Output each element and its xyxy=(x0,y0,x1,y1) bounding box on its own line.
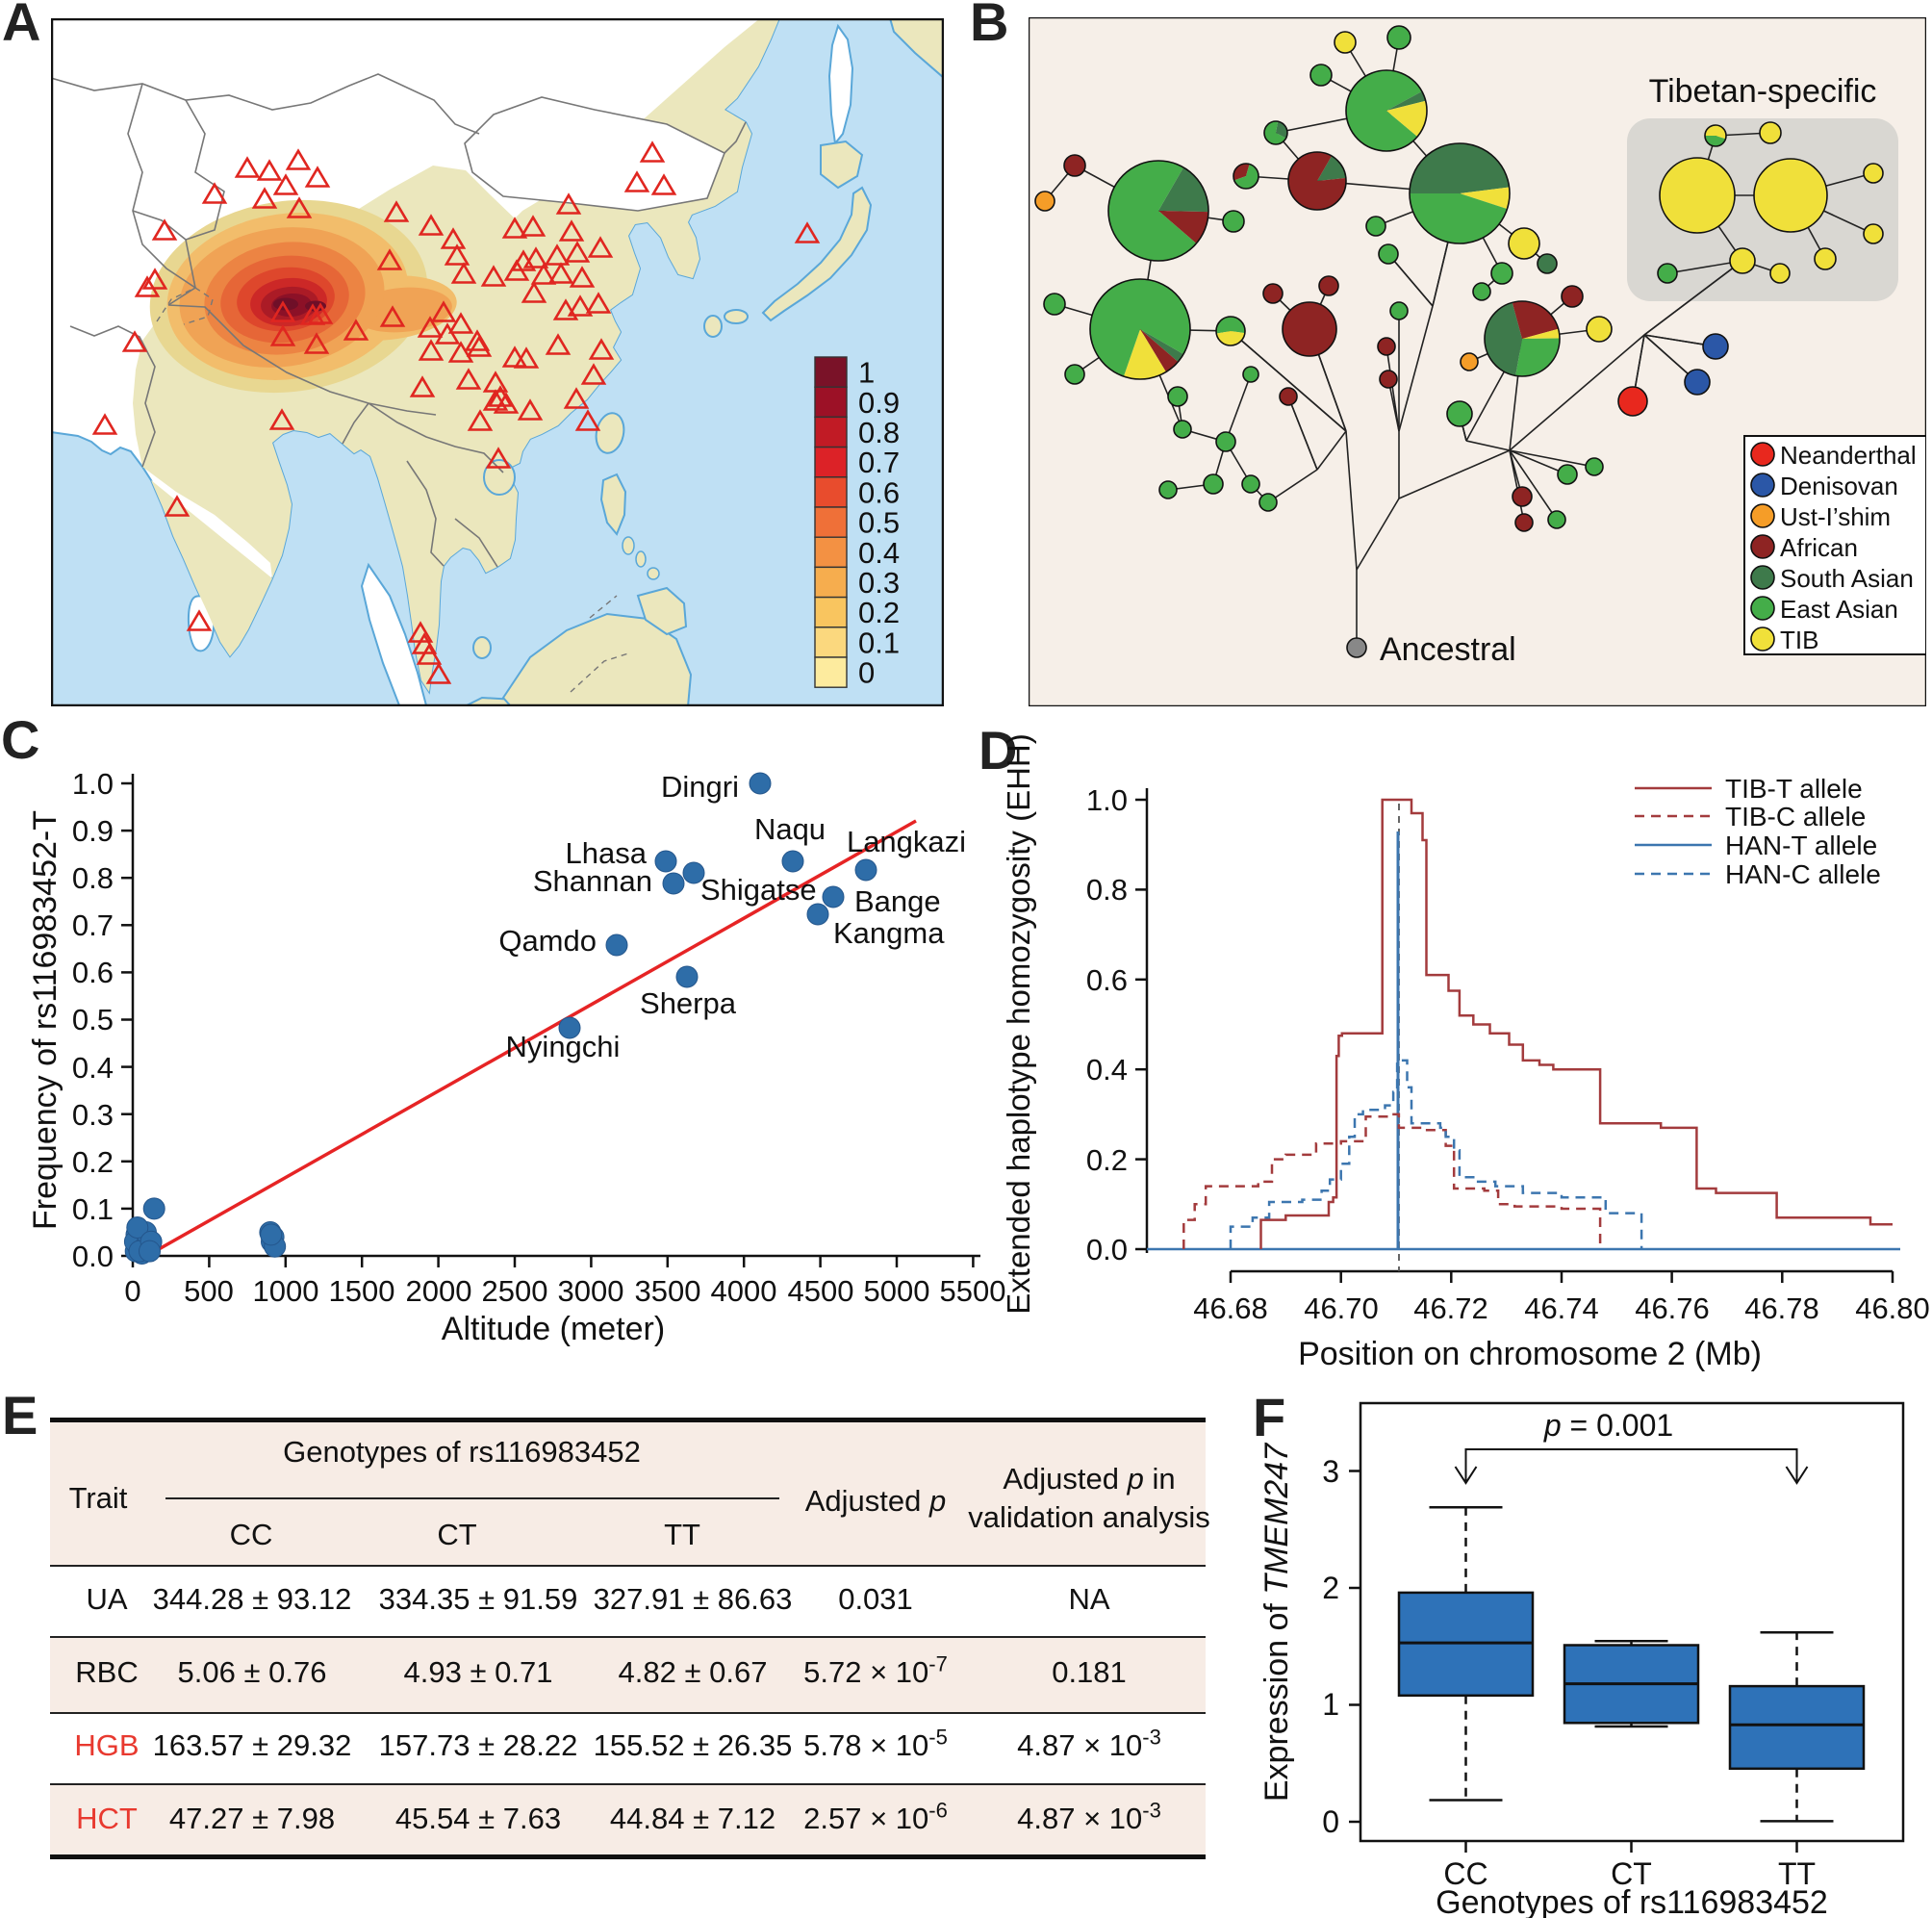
svg-text:2000: 2000 xyxy=(406,1274,472,1308)
svg-text:East Asian: East Asian xyxy=(1780,595,1898,624)
svg-text:46.74: 46.74 xyxy=(1524,1291,1599,1325)
svg-text:0.5: 0.5 xyxy=(72,1003,114,1036)
svg-text:Expression of TMEM247: Expression of TMEM247 xyxy=(1258,1443,1295,1802)
svg-text:0.1: 0.1 xyxy=(72,1192,114,1226)
svg-text:0.6: 0.6 xyxy=(858,475,900,509)
svg-text:4000: 4000 xyxy=(711,1274,777,1308)
svg-text:TIB: TIB xyxy=(1780,626,1818,654)
svg-text:5000: 5000 xyxy=(864,1274,930,1308)
svg-text:4500: 4500 xyxy=(788,1274,854,1308)
svg-text:0.1: 0.1 xyxy=(858,626,900,659)
svg-text:1500: 1500 xyxy=(329,1274,395,1308)
svg-text:0.8: 0.8 xyxy=(72,861,114,895)
svg-text:Shannan: Shannan xyxy=(533,864,652,898)
svg-text:500: 500 xyxy=(184,1274,234,1308)
svg-text:0.4: 0.4 xyxy=(858,536,900,570)
svg-text:0.0: 0.0 xyxy=(72,1240,114,1273)
svg-text:46.78: 46.78 xyxy=(1744,1291,1819,1325)
svg-text:0.9: 0.9 xyxy=(72,814,114,848)
svg-text:0.2: 0.2 xyxy=(72,1145,114,1179)
svg-text:46.70: 46.70 xyxy=(1304,1291,1379,1325)
svg-text:Kangma: Kangma xyxy=(833,916,945,950)
svg-text:1: 1 xyxy=(1322,1687,1339,1722)
svg-text:p = 0.001: p = 0.001 xyxy=(1543,1408,1673,1443)
svg-text:Altitude (meter): Altitude (meter) xyxy=(442,1311,665,1347)
svg-text:3000: 3000 xyxy=(558,1274,624,1308)
svg-text:0.3: 0.3 xyxy=(858,566,900,600)
svg-text:0.4: 0.4 xyxy=(1086,1053,1128,1087)
svg-text:Genotypes of rs116983452: Genotypes of rs116983452 xyxy=(1436,1884,1828,1918)
svg-text:0.6: 0.6 xyxy=(1086,963,1128,997)
svg-text:0.3: 0.3 xyxy=(72,1098,114,1132)
svg-text:46.72: 46.72 xyxy=(1413,1291,1488,1325)
svg-text:Tibetan-specific: Tibetan-specific xyxy=(1649,73,1877,110)
svg-text:Lhasa: Lhasa xyxy=(566,836,648,870)
svg-text:0.8: 0.8 xyxy=(1086,873,1128,907)
svg-text:46.68: 46.68 xyxy=(1193,1291,1268,1325)
svg-text:0: 0 xyxy=(124,1274,140,1308)
svg-text:Ancestral: Ancestral xyxy=(1380,631,1516,668)
svg-text:TIB-T allele: TIB-T allele xyxy=(1725,774,1863,804)
svg-text:Extended haplotype homozygosit: Extended haplotype homozygosity (EHH) xyxy=(1001,733,1036,1314)
svg-text:Dingri: Dingri xyxy=(661,770,739,804)
svg-text:1.0: 1.0 xyxy=(1086,783,1128,817)
svg-text:Sherpa: Sherpa xyxy=(640,986,737,1020)
svg-text:Nyingchi: Nyingchi xyxy=(506,1030,621,1063)
svg-text:2500: 2500 xyxy=(482,1274,548,1308)
svg-text:0: 0 xyxy=(858,656,875,690)
svg-text:0.9: 0.9 xyxy=(858,386,900,420)
svg-text:5500: 5500 xyxy=(940,1274,1006,1308)
svg-text:3: 3 xyxy=(1322,1454,1339,1489)
svg-text:Shigatse: Shigatse xyxy=(700,873,817,907)
svg-text:0.8: 0.8 xyxy=(858,416,900,449)
svg-text:0: 0 xyxy=(1322,1804,1339,1839)
svg-text:Frequency of rs116983452-T: Frequency of rs116983452-T xyxy=(27,810,64,1230)
svg-text:1.0: 1.0 xyxy=(72,767,114,801)
svg-text:0.2: 0.2 xyxy=(1086,1143,1128,1177)
svg-text:Langkazi: Langkazi xyxy=(847,825,966,858)
svg-text:CC: CC xyxy=(1443,1856,1487,1891)
svg-text:Neanderthal: Neanderthal xyxy=(1780,441,1917,470)
svg-text:0.0: 0.0 xyxy=(1086,1233,1128,1266)
svg-text:Position on chromosome 2 (Mb): Position on chromosome 2 (Mb) xyxy=(1298,1336,1762,1372)
svg-text:HAN-T allele: HAN-T allele xyxy=(1725,831,1877,860)
svg-text:2: 2 xyxy=(1322,1571,1339,1605)
svg-text:1: 1 xyxy=(858,356,875,390)
svg-text:Ust-I’shim: Ust-I’shim xyxy=(1780,502,1891,531)
svg-text:0.6: 0.6 xyxy=(72,956,114,989)
svg-text:Denisovan: Denisovan xyxy=(1780,472,1898,500)
svg-text:CT: CT xyxy=(1611,1856,1652,1891)
svg-text:0.4: 0.4 xyxy=(72,1051,114,1085)
svg-text:TT: TT xyxy=(1778,1856,1816,1891)
svg-text:Naqu: Naqu xyxy=(754,812,826,846)
svg-text:South Asian: South Asian xyxy=(1780,564,1914,593)
svg-text:Bange: Bange xyxy=(854,884,941,918)
svg-text:African: African xyxy=(1780,533,1858,562)
svg-text:0.5: 0.5 xyxy=(858,506,900,540)
svg-text:0.7: 0.7 xyxy=(858,446,900,479)
svg-text:3500: 3500 xyxy=(635,1274,701,1308)
svg-text:46.76: 46.76 xyxy=(1635,1291,1710,1325)
svg-text:HAN-C allele: HAN-C allele xyxy=(1725,859,1881,889)
svg-text:0.7: 0.7 xyxy=(72,908,114,942)
svg-text:1000: 1000 xyxy=(253,1274,319,1308)
svg-text:0.2: 0.2 xyxy=(858,596,900,629)
svg-text:TIB-C allele: TIB-C allele xyxy=(1725,802,1866,831)
svg-text:Qamdo: Qamdo xyxy=(498,924,597,958)
svg-text:46.80: 46.80 xyxy=(1855,1291,1930,1325)
